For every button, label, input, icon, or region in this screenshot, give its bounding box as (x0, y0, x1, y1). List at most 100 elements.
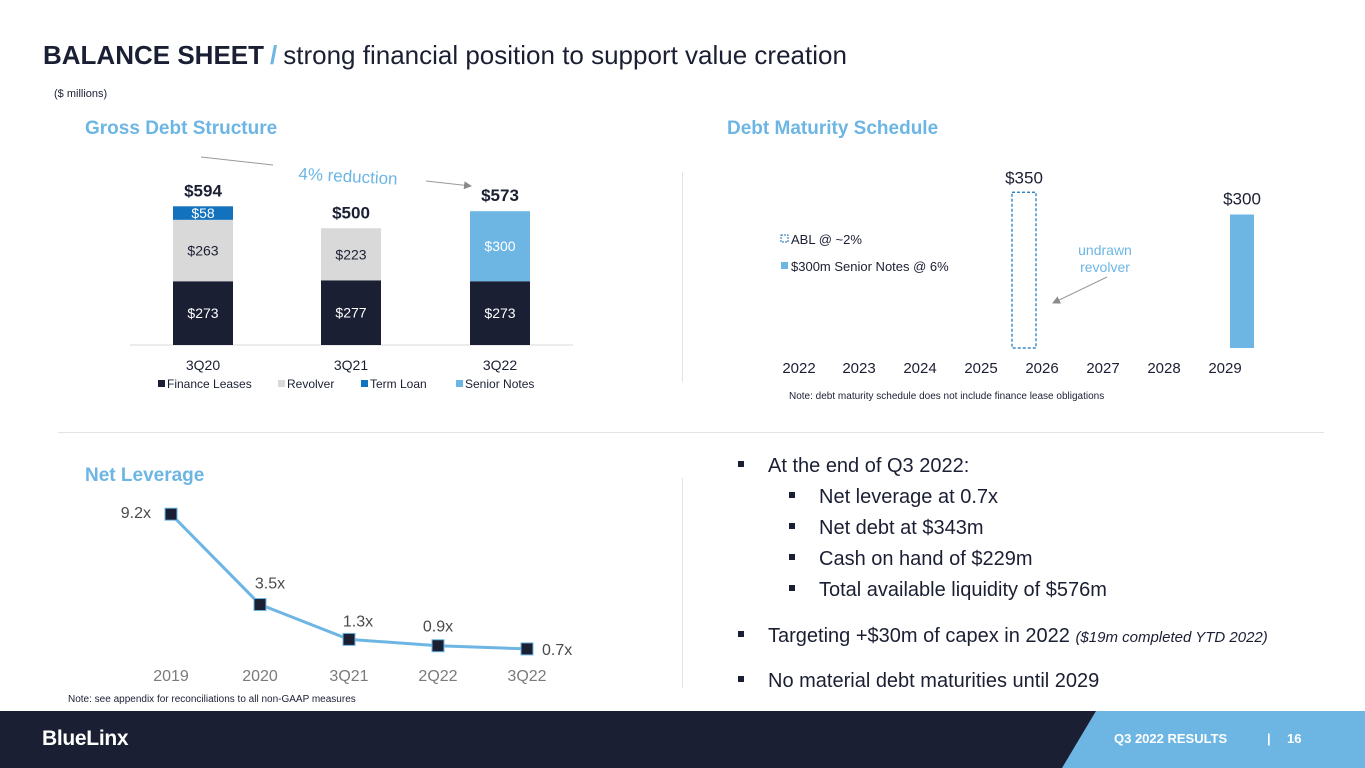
x-tick-label: 2019 (153, 668, 189, 685)
bullet-square-icon (738, 460, 744, 467)
legend-label: ABL @ ~2% (791, 232, 862, 247)
legend-swatch (781, 262, 788, 269)
x-tick-label: 2026 (1025, 360, 1058, 377)
footer-bar: BlueLinx Q3 2022 RESULTS | 16 (0, 711, 1365, 768)
maturity-note: Note: debt maturity schedule does not in… (789, 391, 1105, 402)
x-tick-label: 2028 (1147, 360, 1180, 377)
column-divider-bottom (682, 478, 683, 688)
x-tick-label: 2027 (1086, 360, 1119, 377)
bar-value-label: $300 (484, 238, 515, 254)
title-bold: BALANCE SHEET (43, 40, 265, 70)
bar-segment-finance-leases (470, 281, 530, 345)
sub-bullet-leverage: Net leverage at 0.7x (789, 486, 998, 509)
units-label: ($ millions) (54, 88, 108, 100)
bar-segment-revolver (173, 219, 233, 282)
leverage-note: Note: see appendix for reconciliations t… (68, 694, 356, 705)
legend-label: Finance Leases (167, 377, 252, 391)
gross-debt-title: Gross Debt Structure (85, 118, 278, 139)
sub-bullet-cash: Cash on hand of $229m (789, 548, 1033, 571)
bar-total-label: $500 (332, 203, 370, 222)
x-tick-label: 2024 (903, 360, 936, 377)
bar-segment-senior-notes (470, 211, 530, 282)
data-label: 9.2x (121, 505, 151, 522)
bullet-square-icon (789, 522, 795, 529)
sub-bullet-net-debt: Net debt at $343m (789, 517, 984, 540)
section-divider (58, 432, 1324, 433)
x-tick-label: 2020 (242, 668, 278, 685)
bar-total-label: $573 (481, 186, 519, 205)
x-tick-label: 2022 (782, 360, 815, 377)
data-point-marker (342, 632, 356, 646)
leverage-title: Net Leverage (85, 465, 205, 486)
legend-swatch (158, 380, 165, 387)
maturity-chart: 2022 2023 2024 2025 2026 2027 2028 2029 $350 $300… (780, 168, 1261, 377)
footer-separator: | (1267, 731, 1271, 746)
bar-value-label: $58 (191, 205, 215, 221)
report-label: Q3 2022 RESULTS (1114, 731, 1228, 746)
bar-value-label: $277 (335, 305, 366, 321)
data-point-marker (520, 642, 534, 656)
data-label: 0.7x (542, 642, 572, 659)
data-label: 1.3x (343, 613, 373, 630)
data-label: 3.5x (255, 576, 285, 593)
bar-total-label: $594 (184, 181, 222, 200)
bar-abl (1011, 191, 1037, 349)
legend-label: Senior Notes (465, 377, 534, 391)
legend-swatch (456, 380, 463, 387)
data-point-marker (431, 639, 445, 653)
x-tick-label: 2Q22 (418, 668, 457, 685)
bullet-capex: Targeting +$30m of capex in 2022 ($19m c… (738, 625, 1268, 648)
bullet-square-icon (738, 675, 744, 682)
bar-value-label: $273 (484, 305, 515, 321)
page-number: 16 (1287, 731, 1302, 746)
bar-value-label: $273 (187, 305, 218, 321)
legend-label: $300m Senior Notes @ 6% (791, 259, 949, 274)
x-tick-label: 2023 (842, 360, 875, 377)
bar-segment-finance-leases (173, 281, 233, 345)
bullet-square-icon (789, 553, 795, 560)
x-tick-label: 2029 (1208, 360, 1241, 377)
page-title: BALANCE SHEET / strong financial position … (43, 40, 847, 71)
legend-swatch (780, 234, 789, 243)
bar-value-label: $263 (187, 243, 218, 259)
maturity-title: Debt Maturity Schedule (727, 118, 939, 139)
x-tick-label: 3Q22 (483, 357, 517, 373)
title-slash: / (270, 40, 278, 70)
legend-label: Revolver (287, 377, 334, 391)
bar-segment-term-loan (173, 206, 233, 220)
leverage-chart: 9.2x 2019 3.5x 2020 1.3x 3Q21 0.9x 2Q22 0.7x 3Q22 (121, 505, 573, 685)
data-label: 0.9x (423, 619, 453, 636)
bar-senior-notes (1230, 214, 1254, 348)
bluelinx-logo: BlueLinx (42, 727, 129, 750)
column-divider-top (682, 172, 683, 382)
x-tick-label: 3Q22 (507, 668, 546, 685)
x-tick-label: 3Q20 (186, 357, 220, 373)
bullet-square-icon (789, 491, 795, 498)
bar-segment-finance-leases (321, 280, 381, 345)
bullet-q3: At the end of Q3 2022: (738, 455, 969, 478)
x-tick-label: 3Q21 (329, 668, 368, 685)
x-tick-label: 3Q21 (334, 357, 368, 373)
legend-swatch (278, 380, 285, 387)
data-point-marker (253, 598, 267, 612)
bullet-square-icon (789, 584, 795, 591)
x-tick-label: 2025 (964, 360, 997, 377)
bar-value-label: $223 (335, 246, 366, 262)
annotation-line (200, 156, 274, 166)
bar-segment-revolver (321, 228, 381, 281)
sub-bullet-liquidity: Total available liquidity of $576m (789, 579, 1107, 602)
data-point-marker (164, 507, 178, 521)
gross-debt-chart: $273 $263 $58 $594 3Q20 $277 $223 $500 3Q21 $273 $… (130, 156, 573, 391)
annotation-arrow (425, 180, 472, 190)
annotation-label: undrawn (1078, 242, 1132, 258)
legend-swatch (361, 380, 368, 387)
annotation-arrow (1052, 276, 1108, 304)
legend-label: Term Loan (370, 377, 427, 391)
footer-tab: Q3 2022 RESULTS | 16 (1062, 711, 1365, 768)
bar-value-label: $350 (1005, 168, 1043, 187)
annotation-label: 4% reduction (298, 164, 398, 188)
bar-value-label: $300 (1223, 190, 1261, 209)
bullet-maturities: No material debt maturities until 2029 (738, 670, 1099, 693)
bullet-square-icon (738, 630, 744, 637)
title-subtitle: strong financial position to support val… (283, 40, 847, 70)
